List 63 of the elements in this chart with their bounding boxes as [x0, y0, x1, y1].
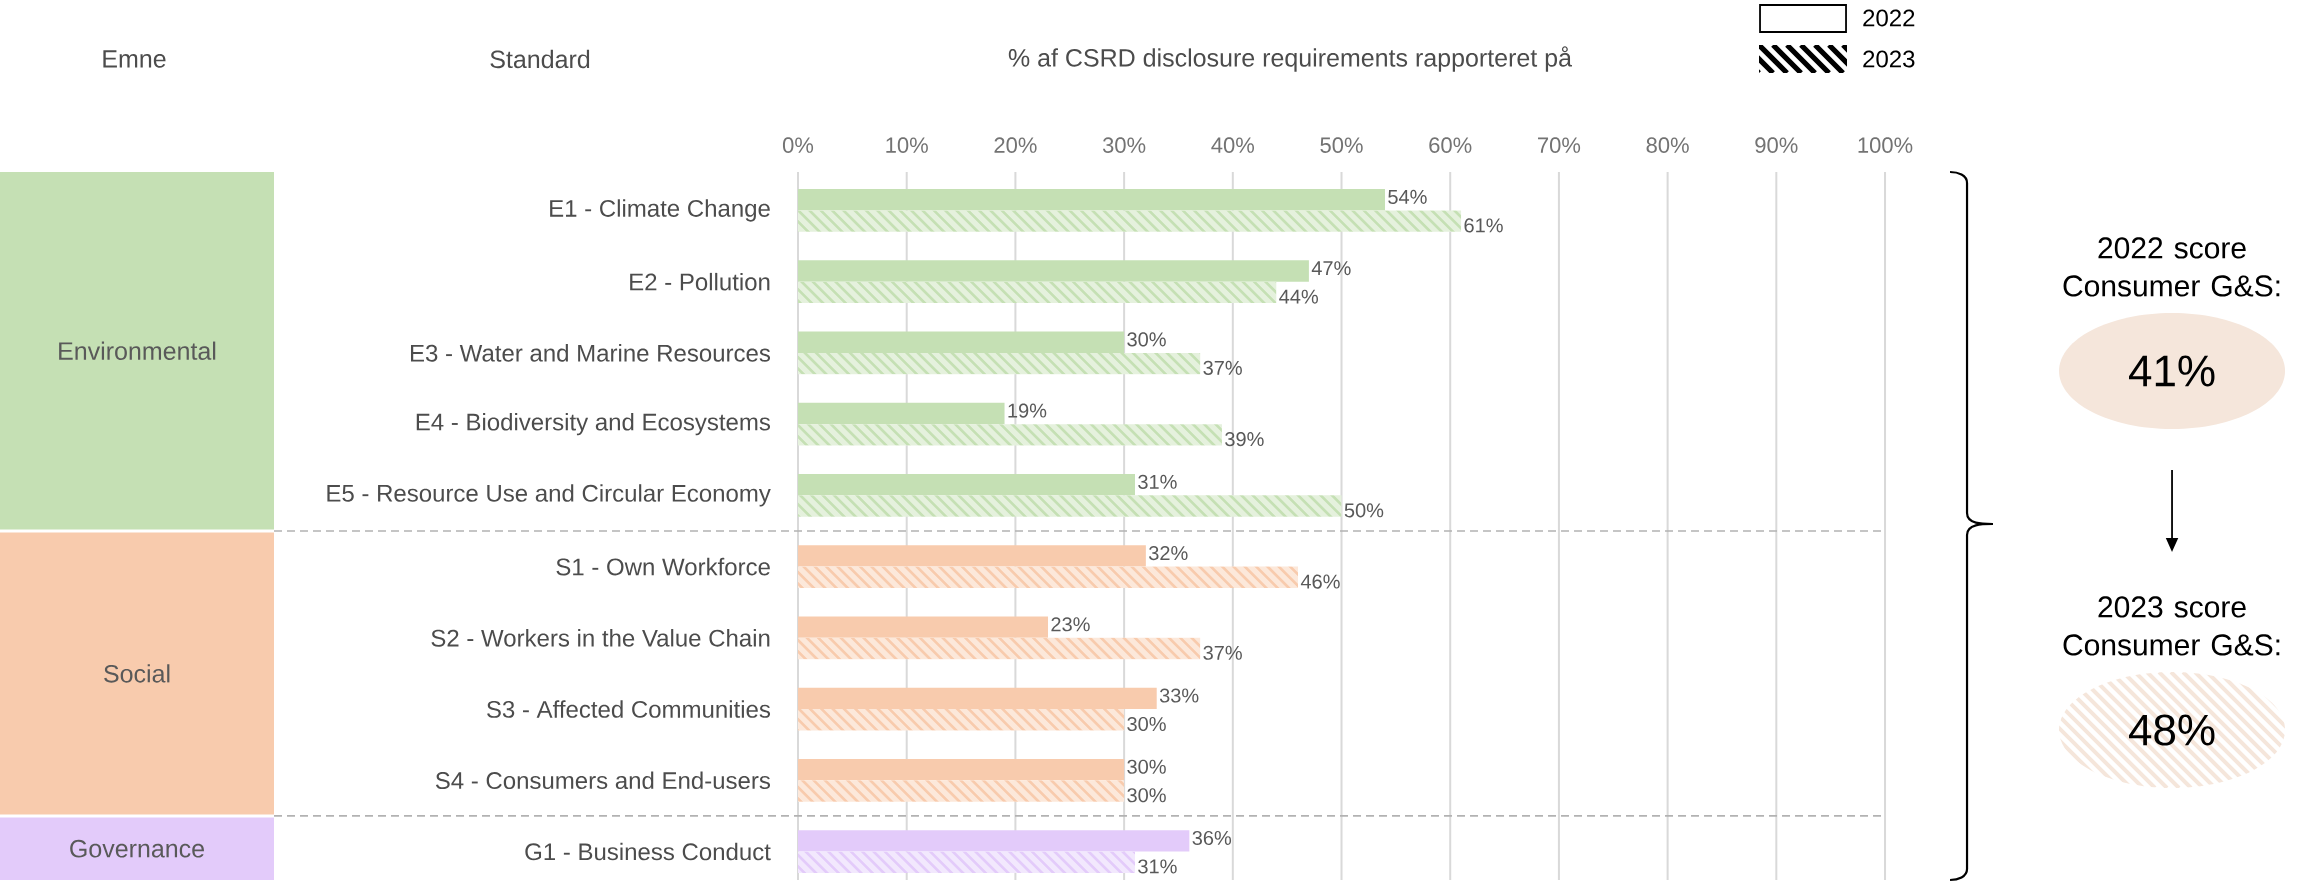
text: 48% [2129, 714, 2215, 746]
data-label: 30% [1127, 759, 1166, 774]
x-tick-label: 80% [1646, 137, 1689, 153]
text: Governance [70, 839, 204, 858]
y-tick-label: E2 - Pollution [630, 272, 770, 291]
data-label: 37% [1203, 645, 1242, 660]
bar [798, 545, 1146, 567]
bar [798, 830, 1190, 852]
x-tick-label: 40% [1211, 137, 1255, 153]
bar [798, 687, 1157, 710]
text: 2023 [1863, 50, 1915, 68]
x-tick-label: 20% [994, 137, 1037, 153]
text: Emne [103, 50, 166, 68]
y-tick-label: E4 - Biodiversity and Ecosystems [416, 412, 771, 436]
x-tick-label: 90% [1755, 137, 1798, 153]
data-label: 44% [1279, 289, 1319, 304]
text: 2022 [1863, 9, 1915, 27]
text: Environmental [59, 341, 216, 360]
bar [798, 758, 1125, 781]
data-label: 61% [1464, 218, 1503, 233]
data-label: 47% [1311, 261, 1351, 276]
bar [798, 260, 1309, 282]
text: 2023 score Consumer G&S: [2063, 596, 2280, 656]
data-label: 37% [1203, 360, 1242, 375]
y-tick-label: G1 - Business Conduct [525, 842, 771, 861]
data-label: 50% [1344, 503, 1384, 518]
data-label: 36% [1192, 830, 1232, 846]
data-label: 31% [1138, 859, 1177, 874]
bar [798, 402, 1005, 425]
x-axis-title: % af CSRD disclosure requirements rapporteret på [1008, 46, 1572, 72]
x-tick-label: 60% [1429, 137, 1472, 153]
y-tick-label: S2 - Workers in the Value Chain [431, 629, 770, 647]
y-tick-label: E5 - Resource Use and Circular Economy [327, 484, 771, 507]
x-tick-label: 50% [1320, 137, 1363, 153]
text: Standard [490, 49, 590, 69]
data-label: 32% [1149, 545, 1188, 561]
bar [798, 189, 1385, 211]
x-tick-label: 10% [886, 137, 928, 153]
data-label: 30% [1127, 788, 1166, 803]
bar [798, 474, 1135, 496]
x-tick-label: 100% [1858, 137, 1913, 153]
y-tick-label: S3 - Affected Communities [487, 700, 771, 718]
data-label: 30% [1127, 716, 1166, 732]
text: Social [104, 664, 170, 683]
text: 2022 score Consumer G&S: [2063, 237, 2280, 297]
x-tick-label: 0% [782, 137, 814, 153]
data-label: 33% [1159, 688, 1199, 703]
y-tick-label: E3 - Water and Marine Resources [410, 344, 771, 362]
data-label: 31% [1138, 474, 1177, 489]
data-label: 46% [1300, 574, 1340, 589]
y-tick-label: S4 - Consumers and End-users [435, 771, 771, 790]
text: 41% [2129, 355, 2215, 387]
bar [798, 331, 1125, 353]
data-label: 19% [1008, 403, 1047, 418]
bar [798, 616, 1049, 638]
y-tick-label: S1 - Own Workforce [556, 557, 770, 576]
data-label: 23% [1051, 617, 1090, 632]
data-label: 30% [1127, 332, 1166, 347]
y-tick-label: E1 - Climate Change [550, 199, 770, 222]
data-label: 39% [1225, 432, 1264, 447]
data-label: 54% [1388, 189, 1427, 204]
x-tick-label: 30% [1102, 137, 1146, 153]
x-tick-label: 70% [1538, 137, 1581, 153]
